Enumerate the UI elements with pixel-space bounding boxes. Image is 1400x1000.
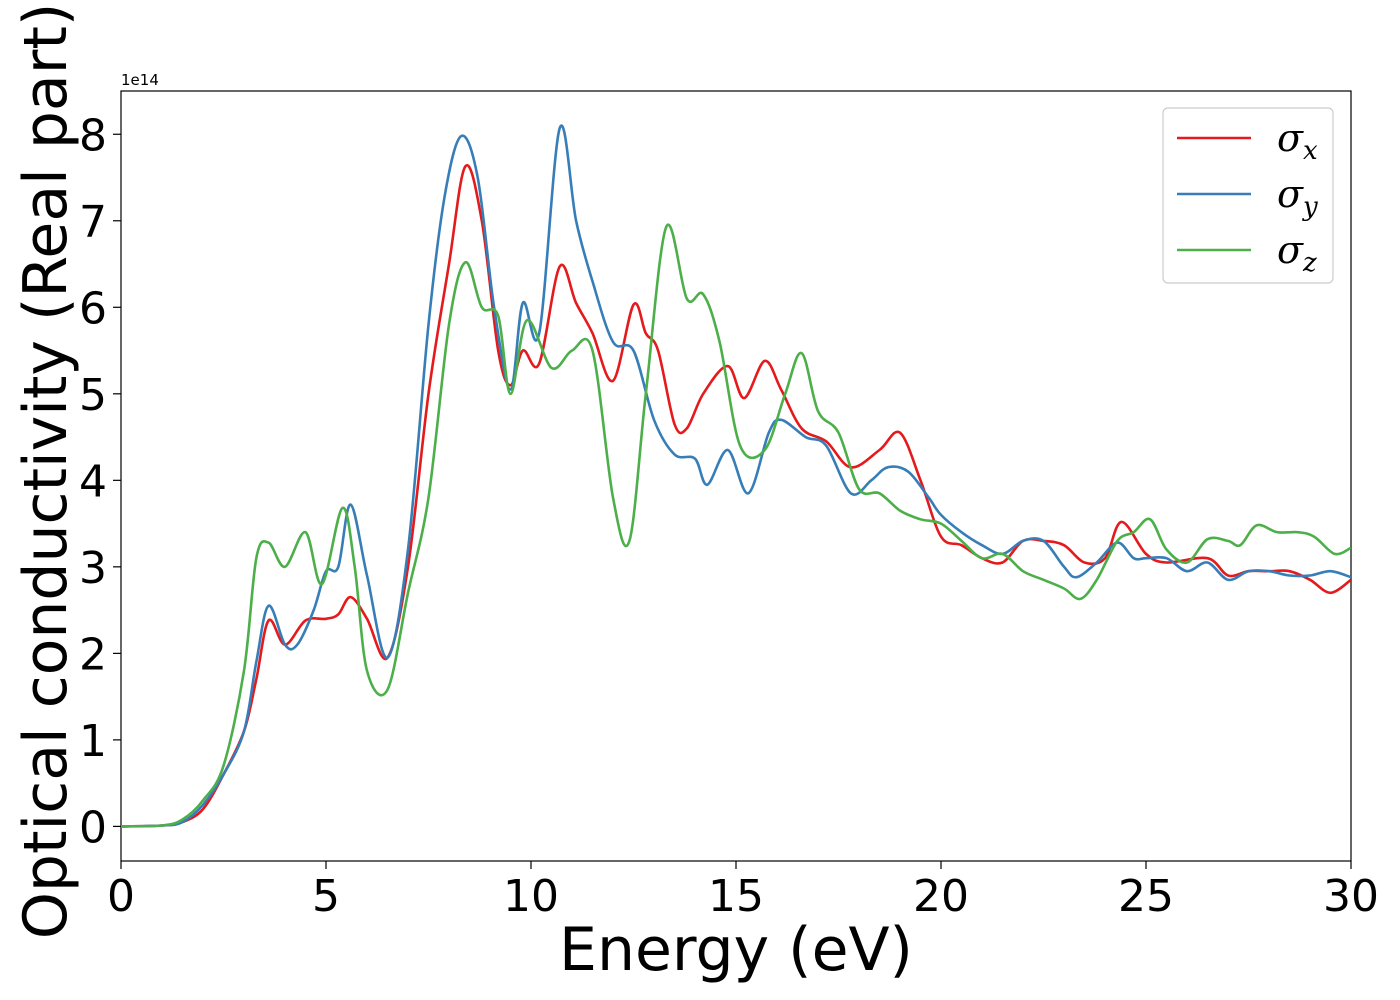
y-tick-label: 4	[79, 456, 107, 507]
y-axis-title: Optical conductivity (Real part)	[11, 3, 81, 940]
x-tick-label: 20	[913, 871, 969, 922]
series-line-z	[121, 223, 1351, 828]
x-tick-label: 25	[1118, 871, 1174, 922]
y-offset-label: 1e14	[121, 71, 159, 89]
y-tick-label: 1	[79, 716, 107, 767]
x-tick-label: 0	[107, 871, 135, 922]
plot-area	[120, 90, 1352, 862]
y-tick-label: 5	[79, 370, 107, 421]
y-tick-label: 8	[79, 110, 107, 161]
y-tick-label: 2	[79, 629, 107, 680]
y-axis: 0 1 2 3 4 5 6 7 8	[79, 110, 121, 853]
series-line-y	[121, 124, 1351, 828]
series-layer	[121, 124, 1351, 828]
x-tick-label: 30	[1323, 871, 1379, 922]
series-line-x	[121, 163, 1351, 828]
x-axis: 0 5 10 15 20 25 30	[107, 861, 1379, 922]
x-axis-title: Energy (eV)	[559, 915, 913, 985]
y-tick-label: 6	[79, 283, 107, 334]
x-tick-label: 10	[503, 871, 559, 922]
legend-box	[1162, 107, 1334, 284]
y-tick-label: 3	[79, 543, 107, 594]
x-tick-label: 5	[312, 871, 340, 922]
x-tick-label: 15	[708, 871, 764, 922]
y-tick-label: 7	[79, 197, 107, 248]
y-tick-label: 0	[79, 802, 107, 853]
